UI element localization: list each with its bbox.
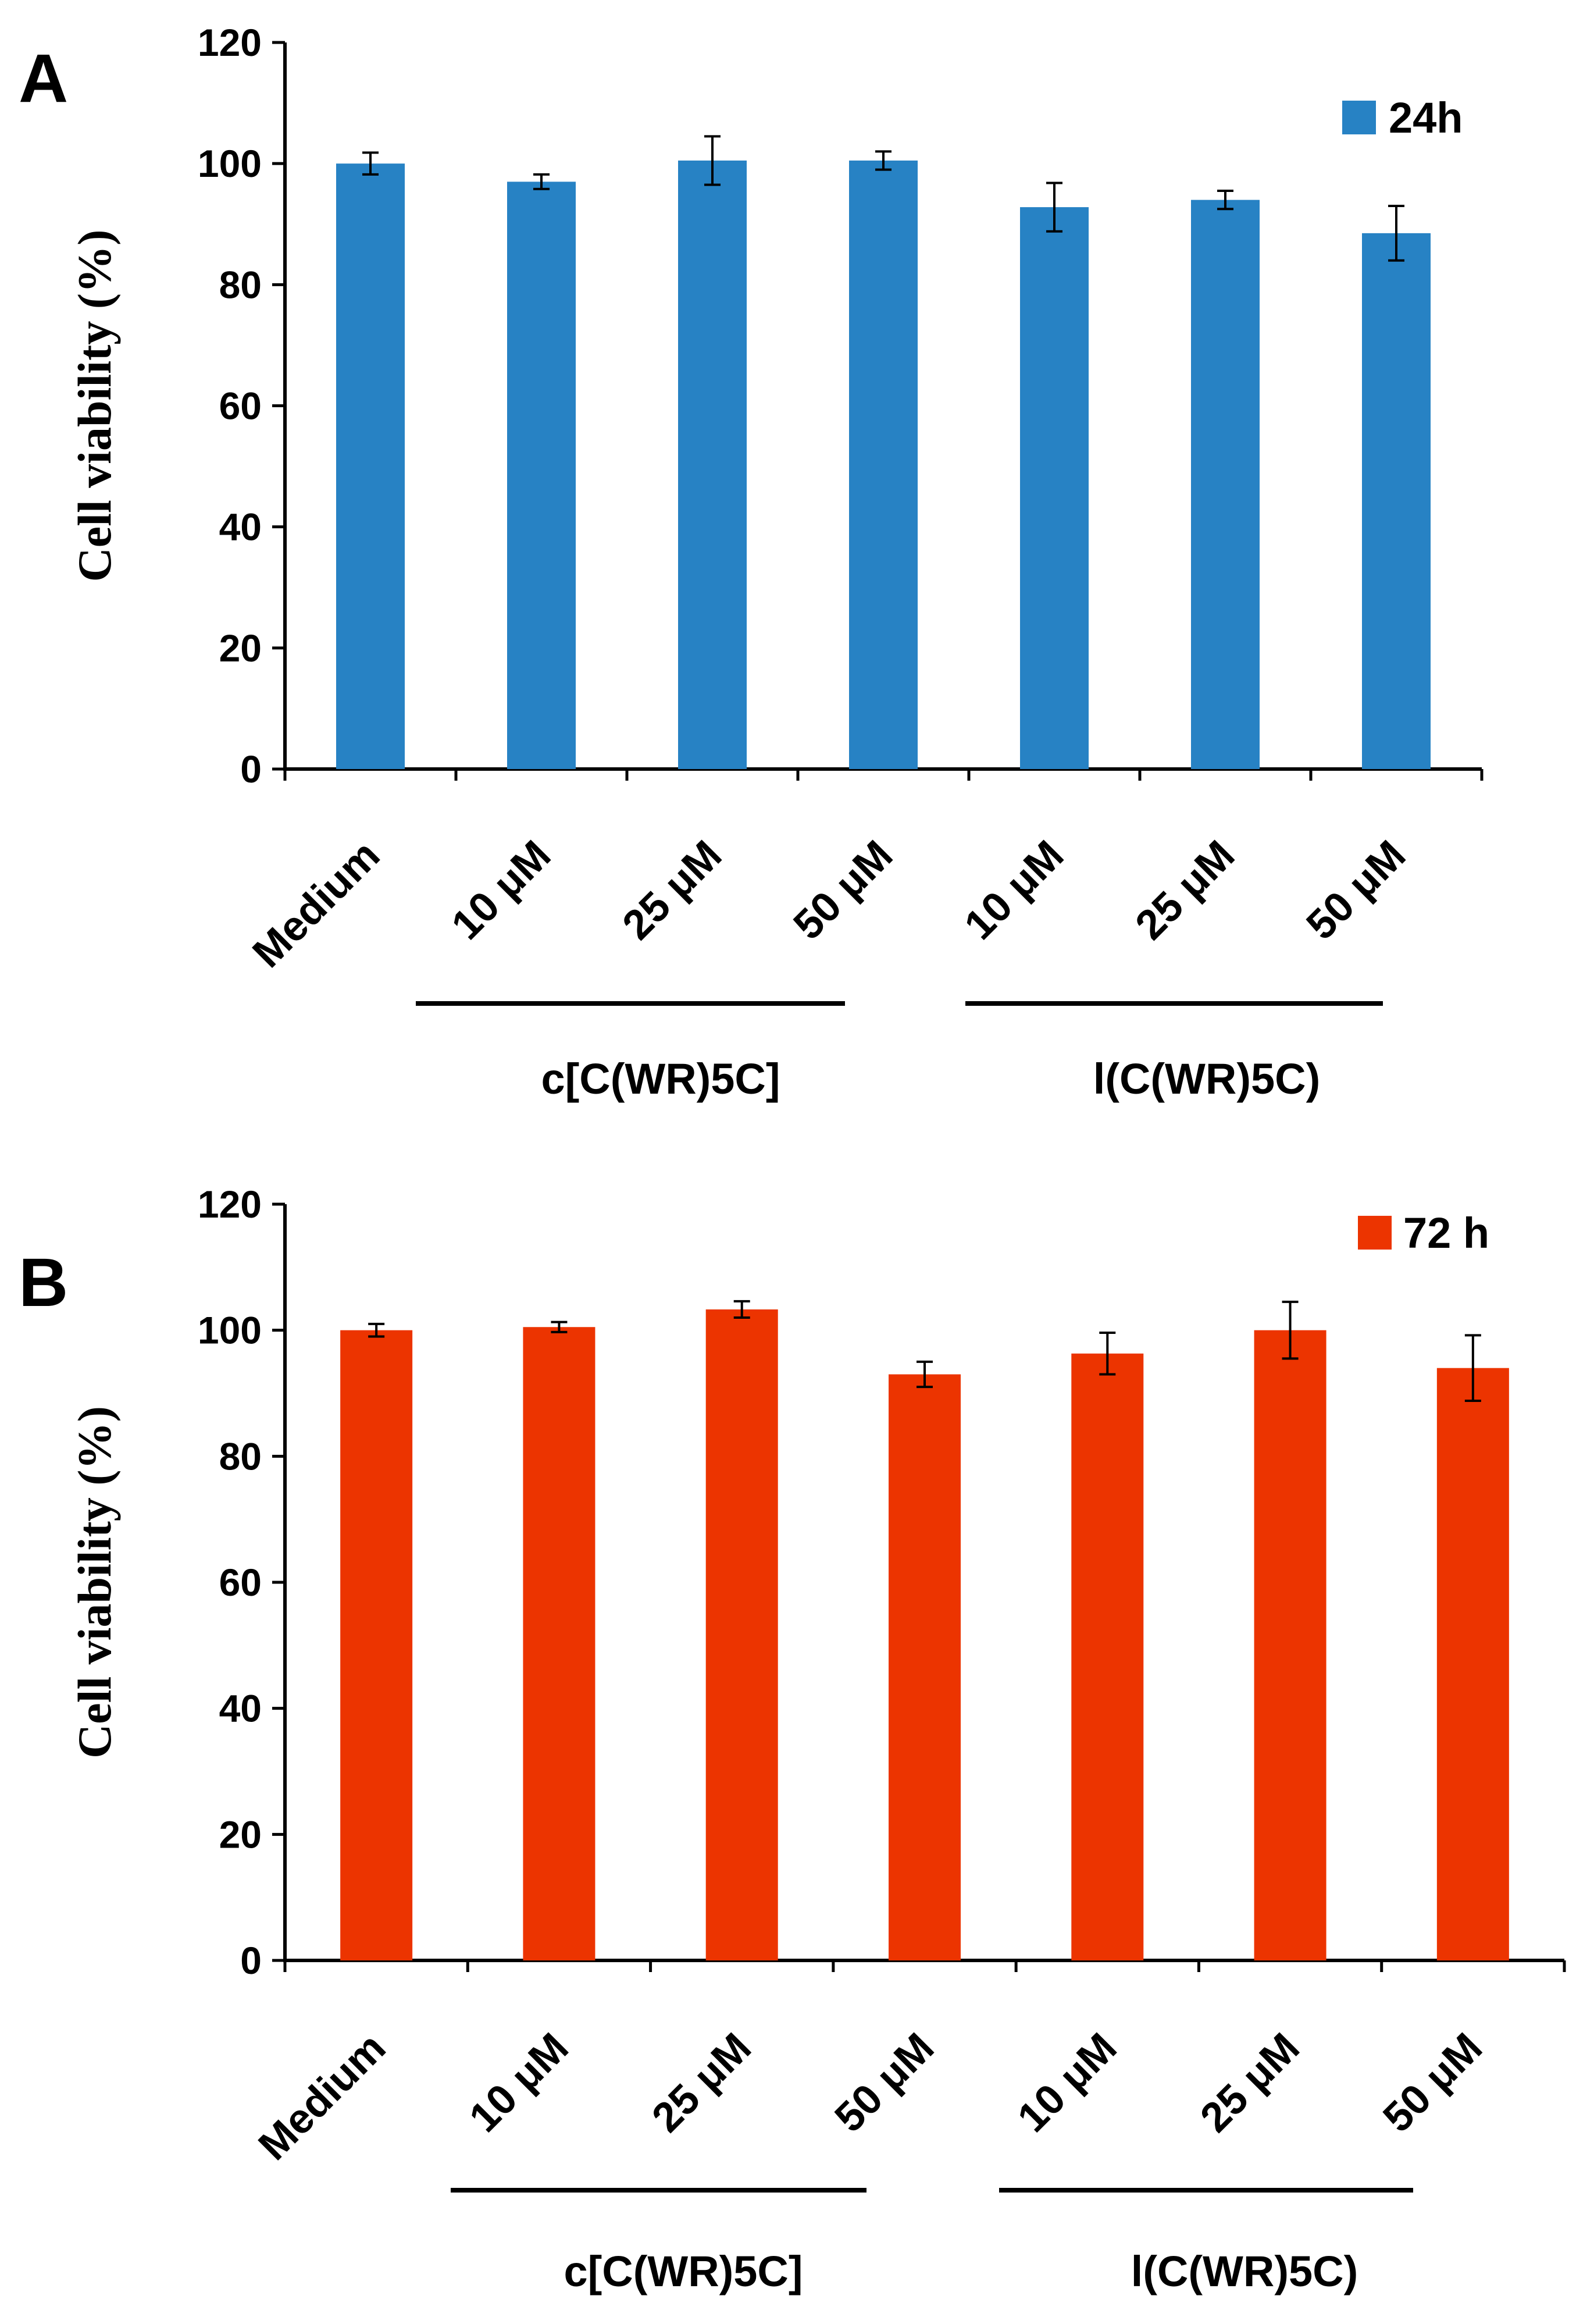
bar-7 <box>1362 233 1431 769</box>
y-axis-title: Cell viability (%) <box>68 230 121 582</box>
legend-swatch <box>1358 1216 1392 1250</box>
category-label-5: 10 μM <box>955 832 1072 949</box>
category-label-5: 10 μM <box>1009 2024 1126 2141</box>
legend-swatch <box>1342 101 1376 134</box>
y-tick-label: 60 <box>219 1561 262 1604</box>
y-tick-label: 20 <box>219 1813 262 1856</box>
group-label-1: c[C(WR)5C] <box>541 1055 780 1103</box>
bar-5 <box>1020 207 1089 769</box>
group-label-2: l(C(WR)5C) <box>1093 1055 1320 1103</box>
category-label-4: 50 μM <box>826 2024 943 2141</box>
category-label-1: Medium <box>250 2024 395 2169</box>
bar-3 <box>705 1309 778 1960</box>
bar-3 <box>678 160 747 769</box>
y-tick-label: 60 <box>219 385 262 428</box>
category-label-6: 25 μM <box>1126 832 1243 949</box>
y-tick-label: 80 <box>219 1435 262 1478</box>
y-tick-label: 40 <box>219 506 262 549</box>
legend-label: 24h <box>1389 94 1463 142</box>
y-tick-label: 120 <box>198 21 262 64</box>
y-tick-label: 0 <box>240 1939 262 1982</box>
y-tick-label: 120 <box>198 1183 262 1226</box>
category-label-7: 50 μM <box>1297 832 1414 949</box>
bar-6 <box>1254 1330 1326 1960</box>
y-tick-label: 40 <box>219 1687 262 1730</box>
category-label-2: 10 μM <box>443 832 559 949</box>
y-tick-label: 20 <box>219 627 262 670</box>
category-label-6: 25 μM <box>1192 2024 1308 2141</box>
bar-4 <box>889 1374 961 1960</box>
group-label-2: l(C(WR)5C) <box>1131 2247 1358 2295</box>
bar-2 <box>507 181 576 769</box>
bar-5 <box>1071 1353 1144 1960</box>
legend-label: 72 h <box>1403 1209 1489 1257</box>
bar-6 <box>1191 200 1260 769</box>
bar-2 <box>523 1327 595 1960</box>
bar-1 <box>336 163 405 770</box>
category-label-2: 10 μM <box>461 2024 577 2141</box>
y-tick-label: 0 <box>240 748 262 791</box>
category-label-3: 25 μM <box>614 832 730 949</box>
category-label-7: 50 μM <box>1374 2024 1491 2141</box>
category-label-1: Medium <box>244 832 388 977</box>
bar-7 <box>1436 1368 1509 1960</box>
y-tick-label: 100 <box>198 1309 262 1352</box>
bar-4 <box>849 160 918 769</box>
y-tick-label: 100 <box>198 142 262 185</box>
bar-1 <box>340 1330 413 1960</box>
panel-letter: A <box>19 40 68 117</box>
category-label-4: 50 μM <box>784 832 901 949</box>
panel-letter: B <box>19 1244 68 1321</box>
group-label-1: c[C(WR)5C] <box>564 2247 803 2295</box>
category-label-3: 25 μM <box>643 2024 760 2141</box>
y-tick-label: 80 <box>219 263 262 306</box>
y-axis-title: Cell viability (%) <box>68 1406 121 1759</box>
